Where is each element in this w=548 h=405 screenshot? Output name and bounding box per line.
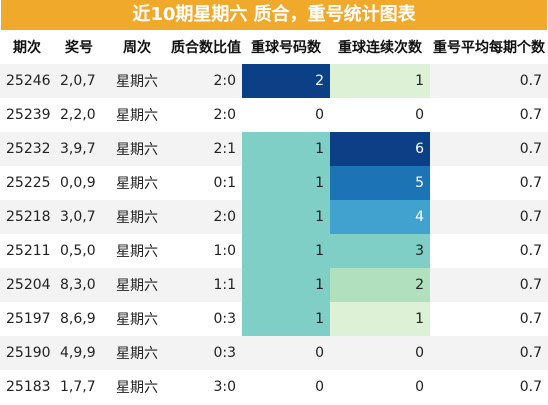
period-cell: 25232 <box>0 132 54 166</box>
header-weekday: 周次 <box>123 40 151 56</box>
ratio-cell: 1:1 <box>170 268 242 302</box>
avg-cell: 0.7 <box>430 166 548 200</box>
avg-cell: 0.7 <box>430 98 548 132</box>
ratio-cell: 3:0 <box>170 370 242 404</box>
weekday-cell: 星期六 <box>104 132 170 166</box>
period-cell: 25218 <box>0 200 54 234</box>
numbers-cell: 4,9,9 <box>54 336 104 370</box>
period-cell: 25211 <box>0 234 54 268</box>
period-cell: 25183 <box>0 370 54 404</box>
repeat-cell: 0 <box>242 98 330 132</box>
weekday-cell: 星期六 <box>104 166 170 200</box>
avg-cell: 0.7 <box>430 234 548 268</box>
numbers-cell: 0,0,9 <box>54 166 104 200</box>
header-ratio: 质合数比值 <box>171 40 241 56</box>
table-body: 25246 2,0,7 星期六 2:0 2 1 0.7 25239 2,2,0 星期六 2:0 0 0 0… <box>0 64 548 404</box>
weekday-cell: 星期六 <box>104 302 170 336</box>
table-row: 25246 2,0,7 星期六 2:0 2 1 0.7 <box>0 64 548 98</box>
consecutive-cell: 0 <box>330 98 430 132</box>
repeat-cell: 1 <box>242 268 330 302</box>
repeat-cell: 1 <box>242 166 330 200</box>
ratio-cell: 0:3 <box>170 336 242 370</box>
consecutive-cell: 0 <box>330 370 430 404</box>
avg-cell: 0.7 <box>430 64 548 98</box>
table-row: 25218 3,0,7 星期六 2:0 1 4 0.7 <box>0 200 548 234</box>
ratio-cell: 0:3 <box>170 302 242 336</box>
weekday-cell: 星期六 <box>104 98 170 132</box>
numbers-cell: 8,6,9 <box>54 302 104 336</box>
avg-cell: 0.7 <box>430 370 548 404</box>
consecutive-cell: 1 <box>330 64 430 98</box>
consecutive-cell: 2 <box>330 268 430 302</box>
repeat-cell: 1 <box>242 234 330 268</box>
header-numbers: 奖号 <box>65 40 93 56</box>
period-cell: 25225 <box>0 166 54 200</box>
header-period: 期次 <box>13 40 41 56</box>
table-row: 25239 2,2,0 星期六 2:0 0 0 0.7 <box>0 98 548 132</box>
header-avg: 重号平均每期个数 <box>433 40 545 56</box>
table-row: 25197 8,6,9 星期六 0:3 1 1 0.7 <box>0 302 548 336</box>
avg-cell: 0.7 <box>430 302 548 336</box>
table-row: 25232 3,9,7 星期六 2:1 1 6 0.7 <box>0 132 548 166</box>
table-row: 25183 1,7,7 星期六 3:0 0 0 0.7 <box>0 370 548 404</box>
header-repeat: 重球号码数 <box>251 40 321 56</box>
ratio-cell: 2:1 <box>170 132 242 166</box>
repeat-cell: 2 <box>242 64 330 98</box>
weekday-cell: 星期六 <box>104 370 170 404</box>
repeat-cell: 1 <box>242 302 330 336</box>
avg-cell: 0.7 <box>430 336 548 370</box>
numbers-cell: 0,5,0 <box>54 234 104 268</box>
ratio-cell: 2:0 <box>170 64 242 98</box>
ratio-cell: 0:1 <box>170 166 242 200</box>
consecutive-cell: 3 <box>330 234 430 268</box>
numbers-cell: 2,2,0 <box>54 98 104 132</box>
period-cell: 25197 <box>0 302 54 336</box>
numbers-cell: 1,7,7 <box>54 370 104 404</box>
weekday-cell: 星期六 <box>104 336 170 370</box>
consecutive-cell: 5 <box>330 166 430 200</box>
numbers-cell: 3,0,7 <box>54 200 104 234</box>
header-consecutive: 重球连续次数 <box>338 40 422 56</box>
numbers-cell: 2,0,7 <box>54 64 104 98</box>
consecutive-cell: 0 <box>330 336 430 370</box>
repeat-cell: 1 <box>242 200 330 234</box>
period-cell: 25239 <box>0 98 54 132</box>
numbers-cell: 3,9,7 <box>54 132 104 166</box>
weekday-cell: 星期六 <box>104 64 170 98</box>
period-cell: 25204 <box>0 268 54 302</box>
numbers-cell: 8,3,0 <box>54 268 104 302</box>
consecutive-cell: 1 <box>330 302 430 336</box>
consecutive-cell: 4 <box>330 200 430 234</box>
stats-table: 期次 奖号 周次 质合数比值 重球号码数 重球连续次数 重号平均每期个数 252… <box>0 30 548 404</box>
avg-cell: 0.7 <box>430 200 548 234</box>
consecutive-cell: 6 <box>330 132 430 166</box>
table-row: 25190 4,9,9 星期六 0:3 0 0 0.7 <box>0 336 548 370</box>
table-row: 25204 8,3,0 星期六 1:1 1 2 0.7 <box>0 268 548 302</box>
weekday-cell: 星期六 <box>104 200 170 234</box>
ratio-cell: 1:0 <box>170 234 242 268</box>
repeat-cell: 0 <box>242 336 330 370</box>
period-cell: 25246 <box>0 64 54 98</box>
repeat-cell: 0 <box>242 370 330 404</box>
period-cell: 25190 <box>0 336 54 370</box>
table-row: 25211 0,5,0 星期六 1:0 1 3 0.7 <box>0 234 548 268</box>
weekday-cell: 星期六 <box>104 234 170 268</box>
ratio-cell: 2:0 <box>170 200 242 234</box>
repeat-cell: 1 <box>242 132 330 166</box>
page-title: 近10期星期六 质合，重号统计图表 <box>1 0 547 30</box>
ratio-cell: 2:0 <box>170 98 242 132</box>
avg-cell: 0.7 <box>430 132 548 166</box>
table-row: 25225 0,0,9 星期六 0:1 1 5 0.7 <box>0 166 548 200</box>
avg-cell: 0.7 <box>430 268 548 302</box>
weekday-cell: 星期六 <box>104 268 170 302</box>
table-header-row: 期次 奖号 周次 质合数比值 重球号码数 重球连续次数 重号平均每期个数 <box>0 30 548 64</box>
